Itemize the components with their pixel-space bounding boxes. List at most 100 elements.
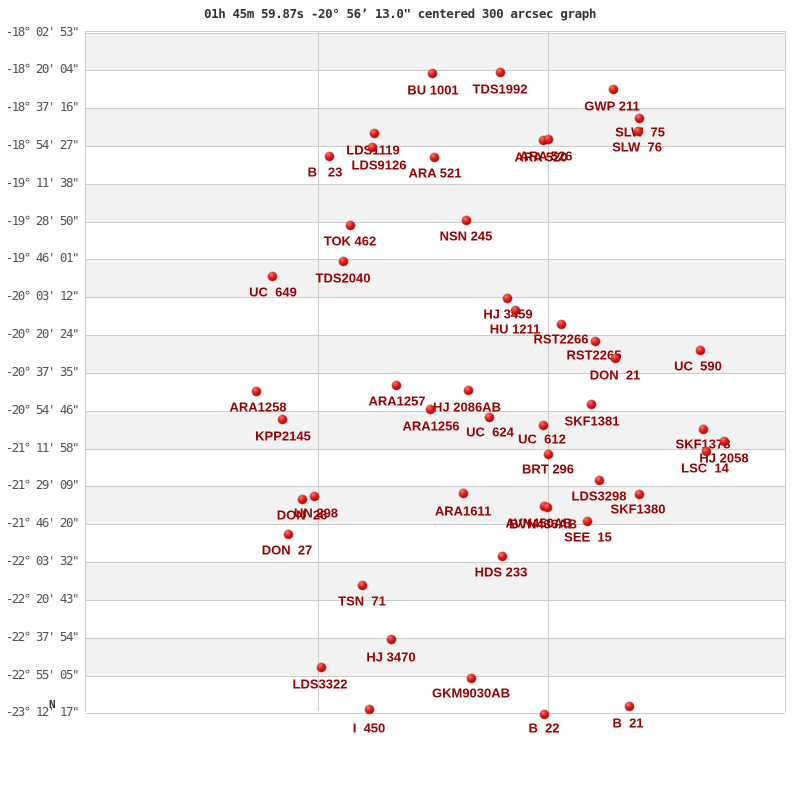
star-label[interactable]: B 23 <box>307 164 343 180</box>
star-label[interactable]: UN 298 <box>293 505 339 521</box>
star-point[interactable] <box>429 152 439 162</box>
star-label[interactable]: NSN 245 <box>439 228 493 244</box>
star-label[interactable]: ARA1256 <box>402 418 460 434</box>
star-point[interactable] <box>556 319 566 329</box>
star-label[interactable]: ARA 521 <box>408 165 462 181</box>
star-point[interactable] <box>586 399 596 409</box>
star-label[interactable]: LDS9126 <box>351 157 407 173</box>
star-point[interactable] <box>277 414 287 424</box>
star-point[interactable] <box>624 701 634 711</box>
star-label[interactable]: UC 649 <box>249 284 297 300</box>
star-label[interactable]: HJ 3459 <box>483 306 533 322</box>
star-label[interactable]: KPP2145 <box>255 428 311 444</box>
star-point[interactable] <box>316 662 326 672</box>
star-point[interactable] <box>633 126 643 136</box>
star-point[interactable] <box>466 673 476 683</box>
star-label[interactable]: GWP 211 <box>584 98 640 114</box>
star-point[interactable] <box>463 385 473 395</box>
star-point[interactable] <box>510 305 520 315</box>
star-label[interactable]: ARA1257 <box>368 393 426 409</box>
star-point[interactable] <box>364 704 374 714</box>
star-point[interactable] <box>608 84 618 94</box>
star-point[interactable] <box>695 345 705 355</box>
star-point[interactable] <box>538 420 548 430</box>
star-point[interactable] <box>369 128 379 138</box>
star-point[interactable] <box>542 502 552 512</box>
star-point[interactable] <box>386 634 396 644</box>
star-label[interactable]: UC 590 <box>674 358 722 374</box>
declination-band <box>86 599 785 638</box>
star-point[interactable] <box>461 215 471 225</box>
star-point[interactable] <box>283 529 293 539</box>
star-label[interactable]: HJ 2086AB <box>433 399 501 415</box>
star-point[interactable] <box>391 380 401 390</box>
star-point[interactable] <box>543 134 553 144</box>
star-point[interactable] <box>297 494 307 504</box>
star-label[interactable]: ARA1258 <box>229 399 287 415</box>
star-label[interactable]: SKF1378 <box>675 436 731 452</box>
star-point[interactable] <box>427 68 437 78</box>
star-label[interactable]: SKF1380 <box>610 501 666 517</box>
star-point[interactable] <box>267 271 277 281</box>
star-point[interactable] <box>309 491 319 501</box>
star-label[interactable]: TOK 462 <box>323 233 377 249</box>
star-label[interactable]: HJ 3470 <box>366 649 416 665</box>
star-label[interactable]: ARA 526 <box>519 148 573 164</box>
star-label[interactable]: HU 1211 <box>489 321 541 337</box>
star-label[interactable]: SLW 76 <box>612 139 662 155</box>
star-point[interactable] <box>484 412 494 422</box>
star-label[interactable]: AVN450AB <box>505 515 573 531</box>
star-label[interactable]: UC 612 <box>518 431 566 447</box>
star-label[interactable]: DON 27 <box>261 542 313 558</box>
star-point[interactable] <box>538 135 548 145</box>
star-label[interactable]: TDS1992 <box>472 81 528 97</box>
star-point[interactable] <box>610 353 620 363</box>
star-point[interactable] <box>338 256 348 266</box>
star-point[interactable] <box>357 580 367 590</box>
star-label[interactable]: UC 624 <box>466 424 514 440</box>
declination-tick-label: -20° 54' 46" <box>5 401 80 417</box>
star-label[interactable]: ARA1611 <box>434 503 492 519</box>
star-label[interactable]: GKM9030AB <box>431 685 511 701</box>
star-point[interactable] <box>425 404 435 414</box>
star-label[interactable]: TSN 71 <box>338 593 386 609</box>
star-point[interactable] <box>582 516 592 526</box>
star-point[interactable] <box>698 424 708 434</box>
star-label[interactable]: HDS 233 <box>474 564 528 580</box>
star-point[interactable] <box>539 709 549 719</box>
star-label[interactable]: BRT 296 <box>521 461 575 477</box>
star-point[interactable] <box>367 142 377 152</box>
star-label[interactable]: I 450 <box>352 720 386 736</box>
star-point[interactable] <box>458 488 468 498</box>
star-label[interactable]: BU 1001 <box>407 82 459 98</box>
star-label[interactable]: LDS3322 <box>292 676 348 692</box>
star-point[interactable] <box>502 293 512 303</box>
star-point[interactable] <box>719 436 729 446</box>
star-point[interactable] <box>543 449 553 459</box>
star-label[interactable]: SKF1381 <box>564 413 620 429</box>
star-point[interactable] <box>495 67 505 77</box>
star-point[interactable] <box>634 113 644 123</box>
star-label[interactable]: SEE 15 <box>564 529 612 545</box>
star-label[interactable]: DON 26 <box>276 507 328 523</box>
star-point[interactable] <box>594 475 604 485</box>
north-indicator: N <box>49 698 56 711</box>
star-label[interactable]: BVN436AB <box>509 516 577 532</box>
star-label[interactable]: B 21 <box>612 715 644 731</box>
star-point[interactable] <box>497 551 507 561</box>
star-label[interactable]: B 22 <box>528 720 560 736</box>
star-point[interactable] <box>345 220 355 230</box>
star-label[interactable]: ARA 520 <box>514 149 568 165</box>
star-point[interactable] <box>701 446 711 456</box>
chart-title: 01h 45m 59.87s -20° 56’ 13.0" centered 3… <box>204 6 596 21</box>
star-point[interactable] <box>590 336 600 346</box>
star-point[interactable] <box>324 151 334 161</box>
star-label[interactable]: LSC 14 <box>681 460 729 476</box>
star-point[interactable] <box>634 489 644 499</box>
star-label[interactable]: RST2266 <box>533 331 589 347</box>
star-label[interactable]: TDS2040 <box>315 270 371 286</box>
star-label[interactable]: RST2265 <box>566 347 622 363</box>
star-label[interactable]: LDS3298 <box>571 488 627 504</box>
star-point[interactable] <box>251 386 261 396</box>
star-label[interactable]: DON 21 <box>589 367 641 383</box>
